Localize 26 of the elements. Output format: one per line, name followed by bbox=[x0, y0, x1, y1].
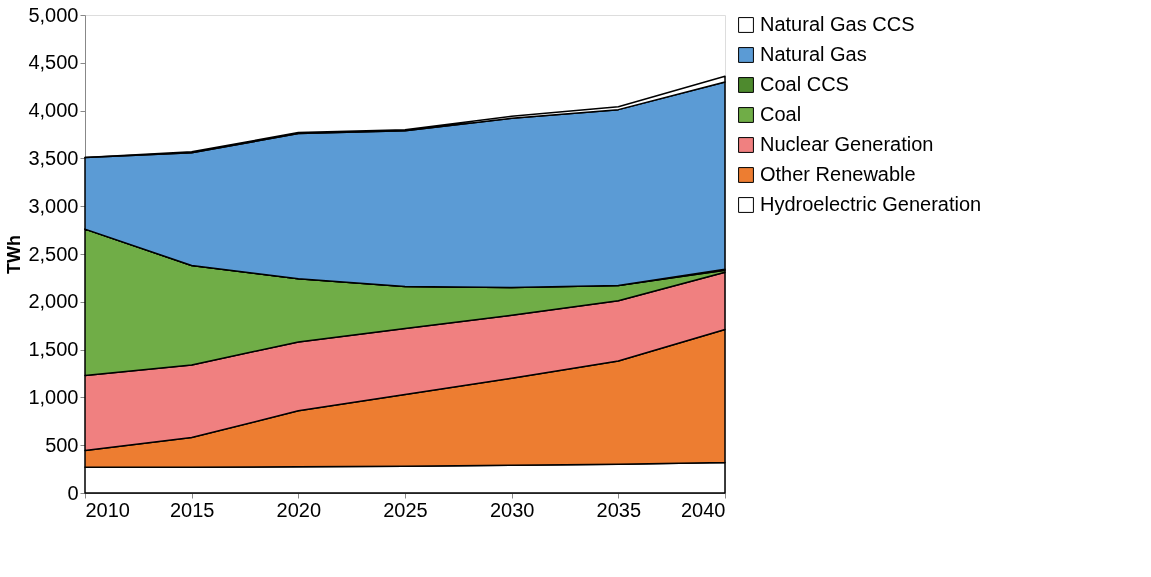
x-tick-label: 2020 bbox=[276, 498, 322, 521]
y-tick-label: 3,500 bbox=[28, 146, 79, 169]
legend-label: Coal bbox=[760, 103, 802, 125]
y-tick-label: 0 bbox=[67, 481, 79, 504]
y-tick-label: 500 bbox=[45, 433, 79, 456]
legend-label: Natural Gas bbox=[760, 43, 867, 65]
x-tick-label: 2015 bbox=[169, 498, 215, 521]
y-tick-label: 3,000 bbox=[28, 194, 79, 217]
y-tick-label: 1,500 bbox=[28, 338, 79, 361]
x-tick-label: 2040 bbox=[681, 498, 726, 521]
legend-label: Natural Gas CCS bbox=[760, 13, 915, 35]
legend-label: Coal CCS bbox=[760, 73, 849, 95]
x-tick-label: 2010 bbox=[85, 498, 130, 521]
legend-label: Other Renewable bbox=[760, 163, 916, 185]
y-tick-label: 2,500 bbox=[28, 242, 79, 265]
y-tick-label: 4,500 bbox=[28, 51, 79, 74]
x-tick-label: 2030 bbox=[489, 498, 535, 521]
y-tick-label: 4,000 bbox=[28, 99, 79, 122]
legend-label: Hydroelectric Generation bbox=[760, 193, 982, 215]
x-tick-label: 2025 bbox=[383, 498, 428, 521]
y-tick-label: 2,000 bbox=[28, 290, 79, 313]
legend-label: Nuclear Generation bbox=[760, 133, 934, 155]
y-axis-title: TWh bbox=[4, 235, 25, 274]
x-tick-label: 2035 bbox=[596, 498, 642, 521]
y-tick-label: 5,000 bbox=[28, 3, 79, 26]
y-tick-label: 1,000 bbox=[28, 385, 79, 408]
